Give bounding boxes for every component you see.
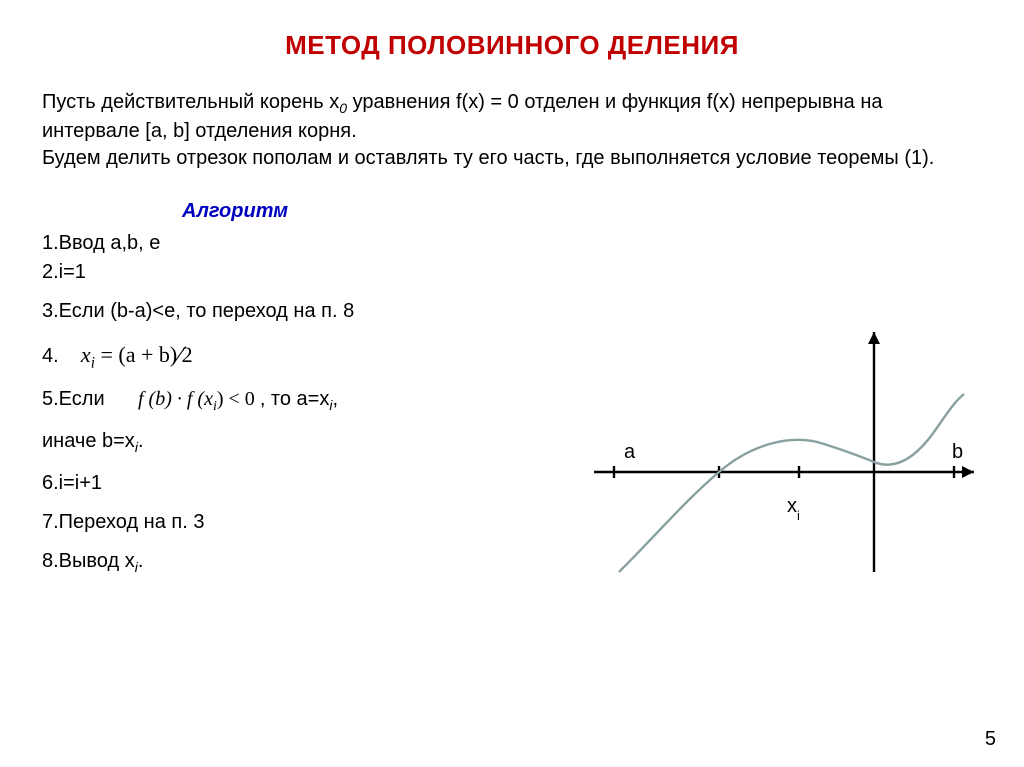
svg-text:xi: xi — [787, 495, 800, 523]
s4-num: (a + b) — [118, 342, 177, 367]
algorithm-list: 1.Ввод a,b, e 2.i=1 3.Если (b-a)<e, то п… — [42, 231, 562, 576]
s5-cond: f (b) · f (xi) < 0 — [138, 388, 260, 410]
s5a: 5.Если — [42, 388, 105, 410]
step-8: 8.Вывод xi. — [42, 549, 562, 577]
step-1: 1.Ввод a,b, e — [42, 231, 562, 256]
intro-line1a: Пусть действительный корень x — [42, 91, 339, 113]
algorithm-heading: Алгоритм — [182, 200, 982, 223]
s5else-end: . — [138, 430, 144, 452]
s5b: f (b) · f (x — [138, 388, 213, 410]
slide: МЕТОД ПОЛОВИННОГО ДЕЛЕНИЯ Пусть действит… — [0, 0, 1024, 767]
s8-end: . — [138, 550, 144, 572]
intro-sub0: 0 — [339, 100, 347, 116]
page-title: МЕТОД ПОЛОВИННОГО ДЕЛЕНИЯ — [42, 30, 982, 61]
s4-den: 2 — [182, 342, 193, 367]
step-2: 2.i=1 — [42, 260, 562, 285]
svg-text:b: b — [952, 441, 963, 463]
graph-svg: a b xi — [584, 312, 984, 592]
s5c: , то a=x — [260, 388, 330, 410]
s5c-end: , — [332, 388, 338, 410]
slash-icon: ⁄ — [177, 341, 181, 370]
s4-lhs: x — [81, 342, 91, 367]
function-graph: a b xi — [584, 312, 984, 592]
s4-eq: = — [95, 342, 118, 367]
page-number: 5 — [985, 728, 996, 751]
step-4-num: 4. — [42, 345, 59, 367]
step-6: 6.i=i+1 — [42, 471, 562, 496]
s8a: 8.Вывод x — [42, 550, 135, 572]
svg-text:a: a — [624, 441, 636, 463]
step-4: 4. xi = (a + b)⁄2 — [42, 338, 562, 373]
step-7: 7.Переход на п. 3 — [42, 510, 562, 535]
intro-line2: Будем делить отрезок пополам и оставлять… — [42, 147, 934, 169]
step-5else: иначе b=xi. — [42, 429, 562, 457]
s5b-tail: ) < 0 — [217, 388, 255, 410]
intro-text: Пусть действительный корень x0 уравнения… — [42, 89, 982, 172]
step-3: 3.Если (b-a)<e, то переход на п. 8 — [42, 299, 562, 324]
step-5: 5.Если f (b) · f (xi) < 0 , то a=xi, — [42, 387, 562, 416]
s5else: иначе b=x — [42, 430, 135, 452]
step-4-formula: xi = (a + b)⁄2 — [81, 342, 193, 367]
